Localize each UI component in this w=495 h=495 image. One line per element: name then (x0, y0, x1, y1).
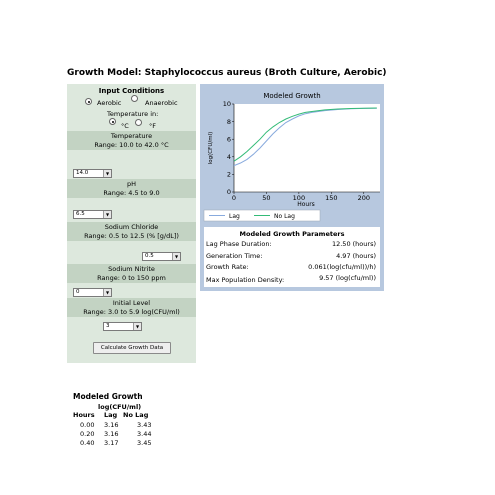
fahrenheit-radio[interactable] (135, 119, 142, 126)
fahrenheit-label: °F (149, 122, 156, 130)
sodium-chloride-band: Sodium Chloride Range: 0.5 to 12.5 (% [g… (67, 222, 196, 241)
sodium-nitrite-band: Sodium Nitrite Range: 0 to 150 ppm (67, 264, 196, 283)
growth-parameters-box: Modeled Growth Parameters Lag Phase Dura… (204, 227, 380, 287)
sodium-nitrite-label: Sodium Nitrite (108, 265, 155, 273)
param-label: Max Population Density: (206, 276, 285, 284)
sodium-chloride-label: Sodium Chloride (104, 223, 159, 231)
ph-select[interactable]: 6.5 ▼ (73, 210, 112, 219)
table-cell: 3.44 (137, 430, 152, 438)
sodium-nitrite-select[interactable]: 0 ▼ (73, 288, 112, 297)
table-cell: 0.00 (80, 421, 95, 429)
chevron-down-icon: ▼ (103, 289, 111, 296)
celsius-radio[interactable] (109, 118, 116, 125)
param-value: 12.50 (hours) (331, 240, 376, 248)
column-header-lag: Lag (104, 411, 118, 419)
growth-chart: Modeled Growth 0 50 100 150 200 0 2 4 6 8 10 Hours… (203, 92, 380, 222)
table-title: Modeled Growth (73, 392, 143, 401)
sodium-nitrite-range: Range: 0 to 150 ppm (97, 273, 166, 282)
param-value: 9.57 (log(cfu/ml)) (319, 274, 376, 282)
no-lag-series-line (233, 107, 377, 162)
table-cell: 3.16 (104, 430, 119, 438)
y-tick-label: 8 (227, 118, 231, 126)
table-cell: 3.45 (137, 439, 152, 447)
initial-level-select[interactable]: 3 ▼ (103, 322, 142, 331)
aerobic-label: Aerobic (97, 99, 122, 107)
initial-level-label: Initial Level (112, 299, 151, 307)
temperature-select[interactable]: 14.0 ▼ (73, 169, 112, 178)
chevron-down-icon: ▼ (103, 211, 111, 218)
table-cell: 3.17 (104, 439, 119, 447)
y-tick-label: 6 (227, 135, 231, 143)
y-tick-label: 10 (223, 100, 231, 108)
sodium-chloride-select[interactable]: 0.5 ▼ (142, 252, 181, 261)
plot-area (234, 104, 380, 192)
page-title: Growth Model: Staphylococcus aureus (Bro… (67, 68, 387, 78)
x-tick-label: 50 (262, 194, 270, 202)
x-axis-label: Hours (297, 201, 315, 208)
input-conditions-title: Input Conditions (98, 87, 165, 95)
table-cell: 3.43 (137, 421, 152, 429)
chevron-down-icon: ▼ (133, 323, 141, 330)
x-tick-label: 200 (358, 194, 370, 202)
table-cell: 0.20 (80, 430, 95, 438)
chevron-down-icon: ▼ (172, 253, 180, 260)
param-label: Lag Phase Duration: (206, 240, 272, 248)
x-tick-label: 150 (325, 194, 337, 202)
temp-unit-label: Temperature in: (107, 110, 159, 118)
legend-label: No Lag (274, 213, 295, 220)
temperature-band: Temperature Range: 10.0 to 42.0 °C (67, 131, 196, 150)
sodium-chloride-range: Range: 0.5 to 12.5 (% [g/dL]) (84, 231, 179, 240)
legend-label: Lag (229, 213, 240, 220)
temperature-label: Temperature (110, 132, 153, 140)
param-value: 0.061(log(cfu/ml))/h) (308, 263, 376, 271)
table-cell: 0.40 (80, 439, 95, 447)
parameters-title: Modeled Growth Parameters (239, 230, 345, 238)
celsius-label: °C (121, 122, 129, 130)
param-value: 4.97 (hours) (336, 252, 376, 260)
ph-label: pH (126, 180, 136, 188)
anaerobic-label: Anaerobic (145, 99, 178, 107)
calculate-growth-data-button[interactable]: Calculate Growth Data (93, 342, 171, 354)
x-tick-label: 100 (293, 194, 305, 202)
chevron-down-icon: ▼ (103, 170, 111, 177)
initial-level-range: Range: 3.0 to 5.9 log(CFU/ml) (83, 307, 180, 316)
column-header-no-lag: No Lag (123, 411, 149, 419)
param-label: Growth Rate: (206, 263, 249, 271)
y-tick-label: 4 (227, 153, 231, 161)
input-conditions-panel: Input Conditions Aerobic Anaerobic Tempe… (67, 84, 196, 363)
aerobic-radio[interactable] (85, 98, 92, 105)
y-tick-label: 2 (227, 171, 231, 179)
param-label: Generation Time: (206, 252, 263, 260)
results-panel: Modeled Growth 0 50 100 150 200 0 2 4 6 8 10 Hours… (200, 84, 384, 291)
y-axis-label: log(CFU/ml) (208, 132, 214, 164)
table-cell: 3.16 (104, 421, 119, 429)
table-unit: log(CFU/ml) (98, 403, 142, 411)
ph-range: Range: 4.5 to 9.0 (103, 188, 160, 197)
temperature-range: Range: 10.0 to 42.0 °C (94, 140, 169, 149)
anaerobic-radio[interactable] (131, 95, 138, 102)
initial-level-band: Initial Level Range: 3.0 to 5.9 log(CFU/… (67, 298, 196, 317)
column-header-hours: Hours (73, 411, 95, 419)
y-tick-label: 0 (227, 188, 231, 196)
x-tick-label: 0 (232, 194, 236, 202)
chart-title: Modeled Growth (263, 92, 320, 100)
ph-band: pH Range: 4.5 to 9.0 (67, 179, 196, 198)
